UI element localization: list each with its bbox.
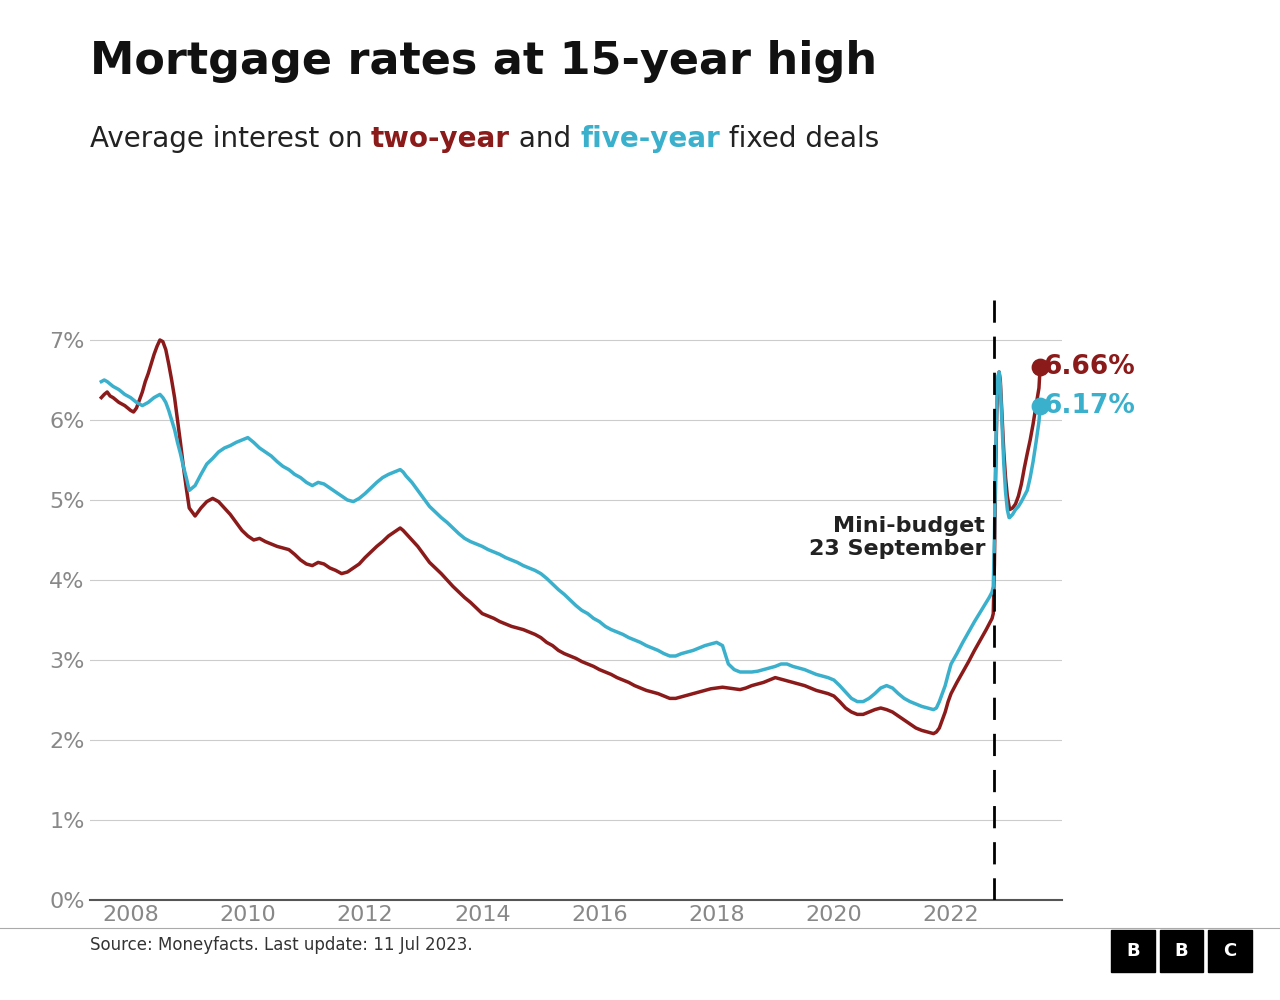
Point xyxy=(1030,398,1051,414)
Text: fixed deals: fixed deals xyxy=(719,125,879,153)
Text: C: C xyxy=(1224,942,1236,960)
Text: 6.17%: 6.17% xyxy=(1043,393,1135,419)
Text: Average interest on: Average interest on xyxy=(90,125,371,153)
Text: 6.66%: 6.66% xyxy=(1043,354,1135,380)
Text: B: B xyxy=(1175,942,1188,960)
Point xyxy=(1030,359,1051,375)
Text: two-year: two-year xyxy=(371,125,511,153)
Text: Source: Moneyfacts. Last update: 11 Jul 2023.: Source: Moneyfacts. Last update: 11 Jul … xyxy=(90,936,472,954)
Text: and: and xyxy=(511,125,580,153)
Text: five-year: five-year xyxy=(580,125,719,153)
Text: Mortgage rates at 15-year high: Mortgage rates at 15-year high xyxy=(90,40,877,83)
Text: Mini-budget
23 September: Mini-budget 23 September xyxy=(809,516,986,559)
Text: B: B xyxy=(1126,942,1139,960)
